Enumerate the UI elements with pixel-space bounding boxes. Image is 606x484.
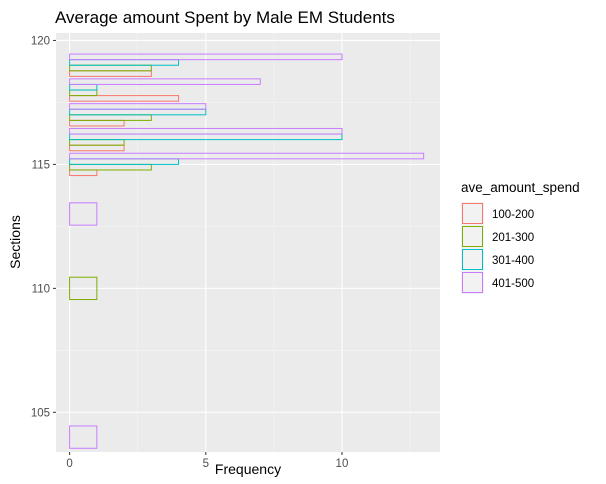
x-tick-label: 10 — [336, 458, 349, 470]
legend-key-bg — [461, 225, 484, 248]
bar — [69, 53, 343, 61]
legend-title: ave_amount_spend — [461, 180, 580, 195]
legend-key-bg — [461, 248, 484, 271]
legend-label: 401-500 — [492, 278, 534, 290]
legend-label: 201-300 — [492, 232, 534, 244]
legend: ave_amount_spend 100-200 201-300 301-400 40… — [461, 180, 580, 294]
x-tick-label: 0 — [66, 458, 72, 470]
legend-label: 100-200 — [492, 209, 534, 221]
y-axis-title: Sections — [7, 215, 23, 269]
bar — [69, 127, 343, 135]
bar — [69, 202, 98, 226]
legend-key — [462, 226, 483, 247]
bars — [69, 53, 425, 449]
legend-label: 301-400 — [492, 255, 534, 267]
chart-title: Average amount Spent by Male EM Students — [55, 8, 395, 27]
x-axis-title: Frequency — [215, 461, 281, 477]
legend-key — [462, 249, 483, 270]
bar — [69, 152, 425, 160]
bar — [69, 103, 207, 110]
y-axis-ticks: 105 110 115 120 — [31, 35, 56, 419]
grid-lines — [56, 33, 440, 452]
legend-key-bg — [461, 202, 484, 225]
x-axis-ticks: 0 5 10 — [66, 452, 348, 470]
x-tick-label: 5 — [203, 458, 209, 470]
bar — [69, 276, 98, 301]
bar — [69, 78, 261, 85]
bar — [69, 425, 98, 449]
y-tick-label: 105 — [31, 407, 50, 419]
y-tick-label: 120 — [31, 35, 50, 47]
y-tick-label: 110 — [32, 283, 50, 295]
y-tick-label: 115 — [32, 159, 50, 171]
legend-key — [462, 272, 483, 293]
legend-key-bg — [461, 271, 484, 294]
bar — [69, 95, 180, 102]
legend-key — [462, 203, 483, 224]
plot-panel — [56, 33, 440, 452]
